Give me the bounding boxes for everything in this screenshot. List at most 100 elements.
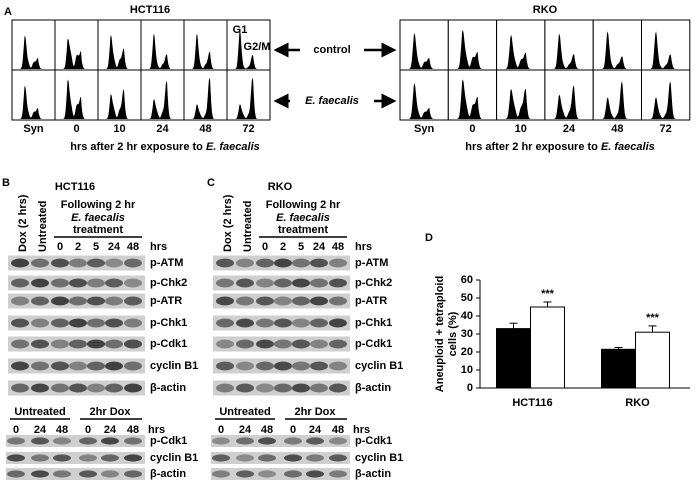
histogram bbox=[498, 88, 543, 119]
blot-band bbox=[292, 383, 310, 393]
blot-band bbox=[284, 470, 302, 478]
unit-label: hrs bbox=[148, 424, 165, 436]
blot-band bbox=[69, 296, 87, 306]
blot-band bbox=[274, 361, 292, 371]
blot-band bbox=[51, 278, 69, 288]
timepoint-label: 0 bbox=[262, 241, 268, 253]
blot-band bbox=[124, 278, 142, 288]
histogram-frame bbox=[183, 19, 228, 71]
blot-band bbox=[11, 383, 29, 393]
blot-band bbox=[51, 296, 69, 306]
blot-band bbox=[236, 361, 254, 371]
histogram bbox=[186, 33, 225, 69]
timepoint-label: 72 bbox=[660, 123, 672, 135]
blot-band bbox=[31, 454, 49, 462]
cell-line-title: RKO bbox=[533, 4, 558, 16]
blot-band bbox=[306, 470, 324, 478]
blot-band bbox=[212, 437, 230, 445]
blot-band bbox=[306, 437, 324, 445]
histogram-frame bbox=[11, 69, 56, 121]
blot-band bbox=[274, 296, 292, 306]
histogram bbox=[546, 85, 592, 119]
blot-band bbox=[310, 278, 328, 288]
y-axis-label: Aneuploid + tetraploid bbox=[434, 276, 446, 392]
blot-band bbox=[7, 437, 25, 445]
blot-band bbox=[31, 361, 49, 371]
blot-band bbox=[124, 454, 142, 462]
caption-text: hrs after 2 hr exposure to bbox=[465, 141, 598, 153]
lane-label: Untreated bbox=[242, 201, 254, 252]
histogram bbox=[14, 85, 53, 119]
blot-band bbox=[31, 296, 49, 306]
blot-band bbox=[258, 437, 276, 445]
blot-band bbox=[310, 361, 328, 371]
blot-band bbox=[236, 258, 254, 268]
blot-band bbox=[236, 318, 254, 328]
timepoint-label: 24 bbox=[313, 241, 326, 253]
blot-band bbox=[329, 296, 347, 306]
blot-band bbox=[329, 318, 347, 328]
blot-band bbox=[256, 339, 274, 349]
blot-band bbox=[216, 383, 234, 393]
blot-band bbox=[256, 383, 274, 393]
blot-band bbox=[69, 258, 87, 268]
blot-band bbox=[329, 278, 347, 288]
blot-band bbox=[256, 296, 274, 306]
unit-label: hrs bbox=[355, 241, 372, 253]
blot-band bbox=[292, 278, 310, 288]
timepoint-label: 48 bbox=[261, 424, 273, 436]
y-tick-label: 10 bbox=[461, 364, 473, 376]
blot-band bbox=[216, 278, 234, 288]
timepoint-label: 5 bbox=[93, 241, 99, 253]
blot-band bbox=[87, 361, 105, 371]
blot-band bbox=[258, 454, 276, 462]
blot-band bbox=[7, 470, 25, 478]
treatment-label: treatment bbox=[73, 224, 123, 236]
group-label: Untreated bbox=[219, 406, 270, 418]
blot-band bbox=[274, 318, 292, 328]
protein-label: β-actin bbox=[355, 468, 391, 480]
y-tick-label: 20 bbox=[461, 346, 473, 358]
peak-label: G2/M bbox=[244, 41, 271, 53]
blot-band bbox=[310, 296, 328, 306]
panel-label: A bbox=[4, 6, 12, 18]
lane-label: Untreated bbox=[37, 201, 49, 252]
timepoint-label: 10 bbox=[113, 123, 125, 135]
histogram-frame bbox=[544, 19, 594, 71]
caption-species: E. faecalis bbox=[601, 141, 655, 153]
cell-line-title: RKO bbox=[268, 181, 293, 193]
lane-label: Dox (2 hrs) bbox=[17, 194, 29, 252]
row-label: E. faecalis bbox=[305, 95, 359, 107]
blot-band bbox=[31, 383, 49, 393]
blot-band bbox=[11, 318, 29, 328]
blot-band bbox=[11, 296, 29, 306]
blot-band bbox=[105, 339, 123, 349]
protein-label: p-Cdk1 bbox=[150, 435, 187, 447]
blot-band bbox=[79, 470, 97, 478]
timepoint-label: 48 bbox=[611, 123, 623, 135]
blot-band bbox=[274, 339, 292, 349]
blot-band bbox=[101, 437, 119, 445]
panel-label: D bbox=[425, 232, 433, 244]
y-tick-label: 0 bbox=[467, 382, 473, 394]
blot-band bbox=[87, 318, 105, 328]
timepoint-label: 48 bbox=[56, 424, 68, 436]
histogram bbox=[57, 79, 96, 119]
blot-band bbox=[256, 361, 274, 371]
blot-band bbox=[79, 437, 97, 445]
timepoint-label: Syn bbox=[23, 123, 43, 135]
blot-band bbox=[284, 454, 302, 462]
row-label: control bbox=[313, 44, 350, 56]
blot-band bbox=[124, 383, 142, 393]
bar bbox=[635, 331, 670, 389]
timepoint-label: 0 bbox=[218, 424, 224, 436]
lane-label: Dox (2 hrs) bbox=[222, 194, 234, 252]
blot-band bbox=[292, 318, 310, 328]
blot-band bbox=[31, 318, 49, 328]
blot-band bbox=[53, 454, 71, 462]
blot-band bbox=[31, 470, 49, 478]
histogram bbox=[143, 33, 182, 69]
blot-band bbox=[51, 339, 69, 349]
blot-band bbox=[212, 454, 230, 462]
timepoint-label: 0 bbox=[85, 424, 91, 436]
